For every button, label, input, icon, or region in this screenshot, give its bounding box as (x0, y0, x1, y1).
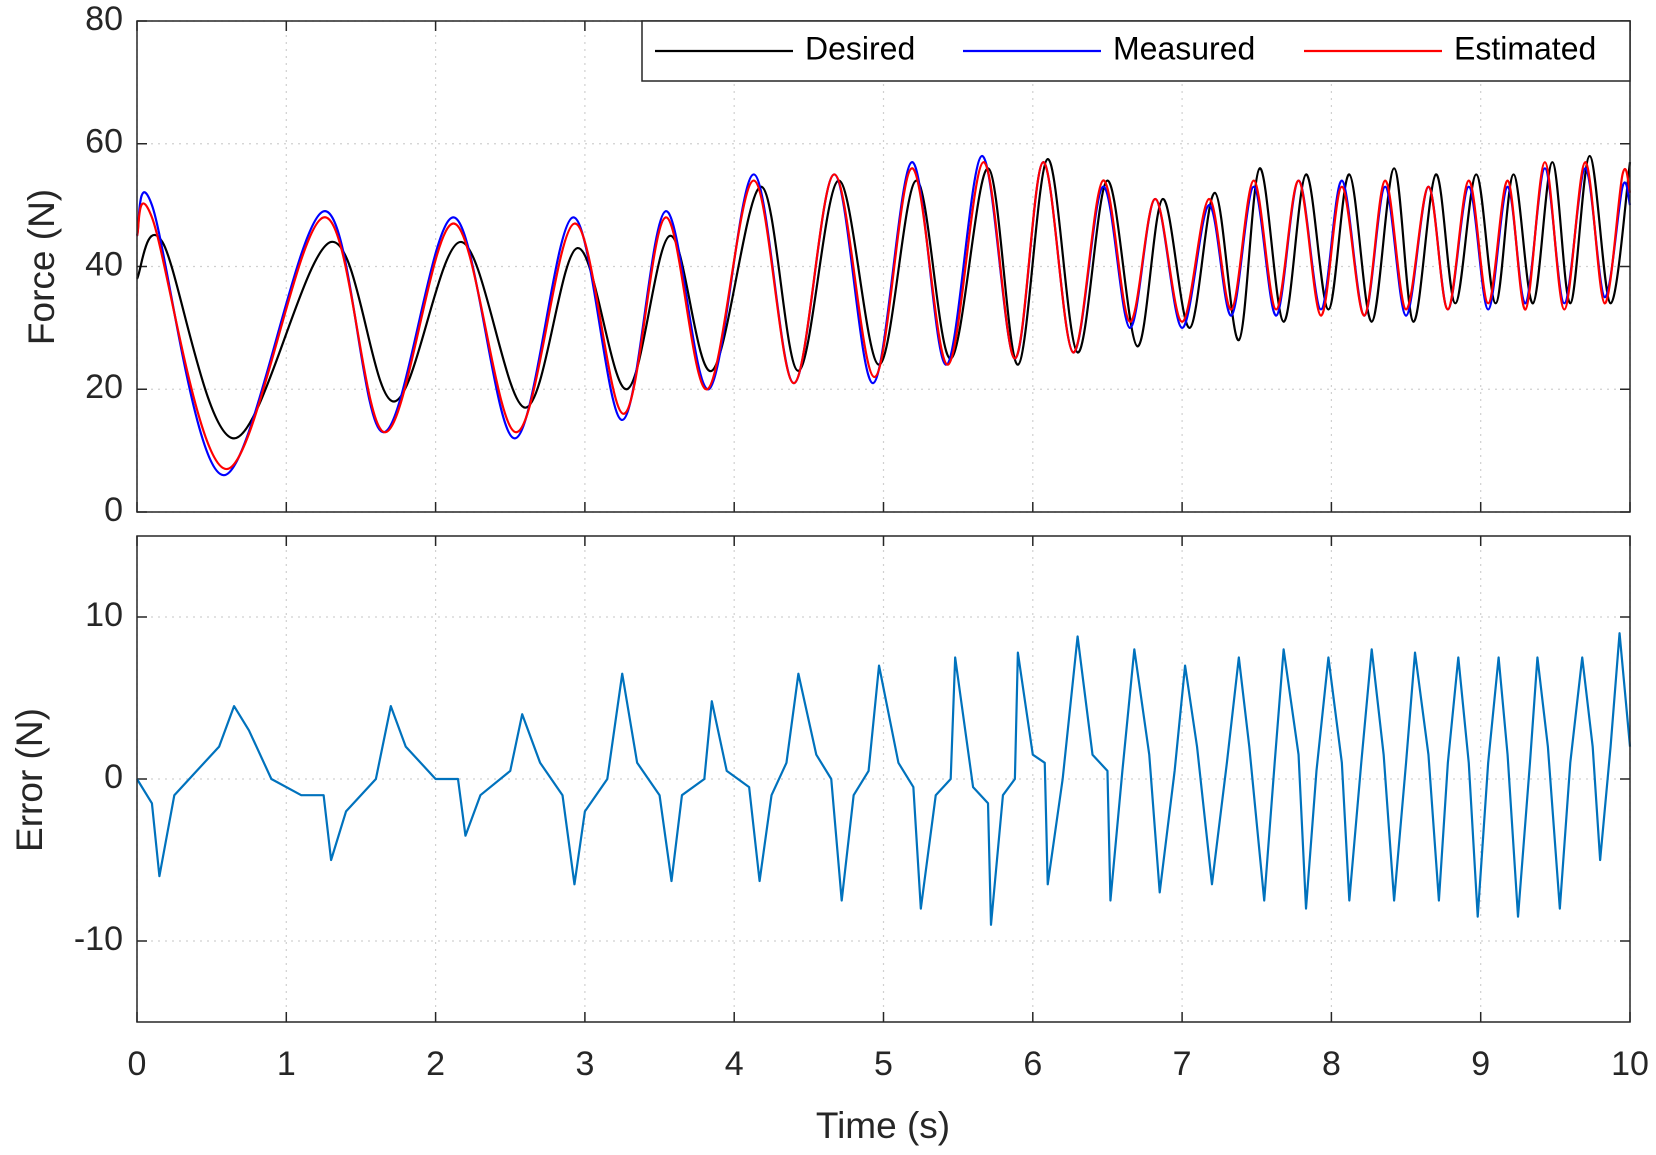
y-tick-label: 0 (104, 491, 123, 529)
y-axis-label: Error (N) (9, 708, 50, 852)
y-tick-label: 80 (85, 0, 123, 38)
x-tick-label: 9 (1471, 1045, 1490, 1083)
y-tick-label: 10 (85, 596, 123, 634)
series-group (135, 154, 1632, 477)
x-tick-label: 2 (426, 1045, 445, 1083)
x-tick-label: 0 (128, 1045, 147, 1083)
legend: Desired Measured Estimated (641, 20, 1631, 82)
legend-label: Estimated (1454, 30, 1596, 66)
data-line (135, 154, 1632, 440)
x-tick-label: 10 (1611, 1045, 1649, 1083)
legend-box (641, 20, 1631, 82)
y-tick-label: 60 (85, 123, 123, 161)
axes-frame (136, 535, 1631, 1023)
x-tick-label: 5 (874, 1045, 893, 1083)
x-axis-label: Time (s) (816, 1105, 950, 1146)
x-tick-label: 6 (1023, 1045, 1042, 1083)
x-tick-label: 7 (1173, 1045, 1192, 1083)
data-line (135, 161, 1632, 471)
data-line (136, 632, 1632, 926)
series-group (136, 632, 1632, 926)
x-tick-label: 3 (575, 1045, 594, 1083)
plot-area (137, 536, 1630, 1022)
legend-label: Measured (1113, 30, 1255, 66)
y-tick-label: 40 (85, 245, 123, 283)
x-tick-label: 1 (277, 1045, 296, 1083)
legend-label: Desired (805, 30, 915, 66)
y-axis-label: Force (N) (21, 189, 62, 345)
x-tick-label: 8 (1322, 1045, 1341, 1083)
y-tick-label: 20 (85, 368, 123, 406)
x-tick-label: 4 (725, 1045, 744, 1083)
y-tick-label: 0 (104, 758, 123, 796)
y-tick-label: -10 (74, 920, 123, 958)
